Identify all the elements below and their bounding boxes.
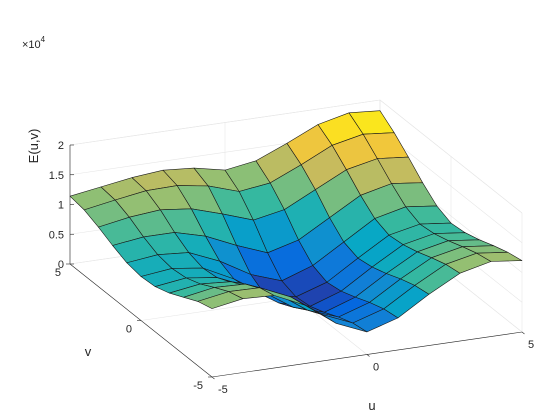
u-tick-label: -5 [218, 384, 228, 396]
z-exponent-power: 4 [41, 35, 46, 44]
y-axis-label: v [85, 344, 92, 359]
v-tick-label: 0 [126, 324, 132, 336]
z-exponent-base: ×10 [22, 39, 41, 51]
u-tick-label: 5 [528, 339, 534, 351]
z-exponent-label: ×104 [22, 35, 46, 51]
z-axis-label: E(u,v) [26, 129, 41, 164]
z-tick-label: 2 [58, 140, 64, 152]
u-tick [366, 354, 370, 357]
axes-box-front [66, 144, 525, 380]
u-tick [521, 331, 525, 335]
grid-line-z-right [379, 99, 523, 214]
v-tick-label: 5 [55, 267, 61, 279]
z-tick-label: 0.5 [49, 229, 64, 241]
z-tick-label: 1.5 [49, 170, 64, 182]
u-tick [211, 376, 215, 380]
surface-patch [476, 252, 523, 262]
surface-mesh [69, 110, 523, 333]
u-tick-label: 0 [373, 362, 379, 374]
x-axis-label: u [368, 398, 375, 413]
v-tick-label: -5 [193, 380, 203, 392]
z-tick-label: 0 [58, 259, 64, 271]
grid-line-z-back [69, 99, 381, 146]
z-tick-label: 1 [58, 200, 64, 212]
